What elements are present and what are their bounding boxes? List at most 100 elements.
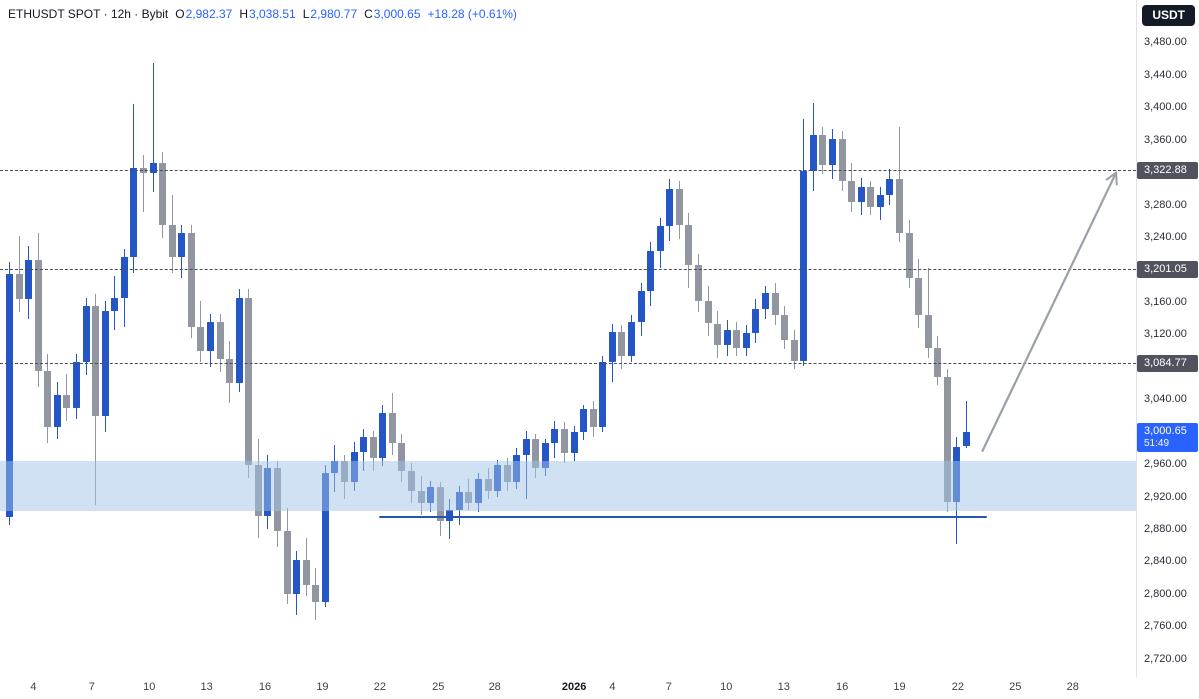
candle-body [101,310,109,416]
price-tick-label: 3,400.00 [1144,101,1187,114]
time-tick-label: 4 [609,681,616,693]
candle-body [197,326,205,352]
symbol-title[interactable]: ETHUSDT SPOT · 12h · Bybit [8,7,169,21]
time-tick-label: 25 [432,681,445,693]
candle-body [446,509,454,522]
price-tick-label: 3,480.00 [1144,36,1187,49]
price-tick-label: 2,800.00 [1144,587,1187,600]
candle-body [809,135,817,172]
candle-body [53,394,61,428]
candle-body [733,329,741,348]
currency-toggle-button[interactable]: USDT [1142,5,1195,26]
support-line[interactable] [379,516,987,519]
candle-body [388,412,396,444]
candle-body [742,333,750,348]
candle-body [72,362,80,408]
time-tick-label: 7 [665,681,672,693]
price-tick-label: 3,440.00 [1144,68,1187,81]
projection-arrow-line[interactable] [981,170,1118,453]
candle-body [905,232,913,279]
low-value: 2,980.77 [310,7,358,21]
price-level-badge: 3,322.88 [1137,161,1198,179]
candle-wick [142,154,144,212]
price-tick-label: 2,760.00 [1144,620,1187,633]
candle-body [206,321,214,352]
candle-body [637,291,645,322]
candle-body [924,315,932,348]
chart-pane[interactable] [0,0,1137,677]
candle-body [321,472,329,603]
price-change: +18.28 (+0.61%) [427,7,517,21]
price-tick-label: 2,960.00 [1144,458,1187,471]
chart-legend: ETHUSDT SPOT · 12h · Bybit O 2,982.37 H 3,… [8,7,517,21]
low-label: L [302,7,310,21]
candle-wick [966,400,967,448]
candle-body [44,370,52,428]
candle-body [666,188,674,227]
candle-body [187,232,195,327]
candle-body [934,347,942,377]
candle-body [149,162,157,173]
ohlc-open: O 2,982.37 [175,7,232,21]
price-tick-label: 3,280.00 [1144,198,1187,211]
candle-body [6,274,13,518]
candle-body [15,274,23,300]
high-value: 3,038.51 [249,7,296,21]
candle-body [752,308,760,334]
candle-body [886,179,894,196]
price-tick-label: 3,360.00 [1144,133,1187,146]
candle-body [139,167,147,173]
high-label: H [239,7,248,21]
price-tick-label: 3,120.00 [1144,328,1187,341]
candle-body [781,315,789,340]
candle-body [111,297,119,311]
candle-body [561,428,569,454]
close-label: C [364,7,373,21]
candle-body [168,224,176,257]
candle-body [647,250,655,292]
time-tick-label: 28 [488,681,501,693]
time-axis[interactable]: 4 7 10 13 16 19 22 25 28 2026 4 7 10 13 16 19 22 25 28 [0,677,1136,699]
candle-body [876,195,884,207]
candle-body [235,297,243,384]
candle-body [63,394,71,408]
candle-body [570,432,578,454]
candle-body [695,265,703,301]
time-tick-label: 25 [1009,681,1022,693]
candle-body [226,359,234,384]
candle-body [656,226,664,251]
candle-body [293,560,301,595]
candle-body [522,438,530,455]
price-level-line[interactable] [0,363,1136,365]
candle-body [369,437,377,459]
candle-wick [18,235,20,313]
candle-body [398,443,406,472]
candle-body [714,323,722,345]
price-level-badge: 3,201.05 [1137,260,1198,278]
candle-wick [927,268,929,358]
time-tick-label: 13 [777,681,790,693]
candle-body [120,257,128,298]
time-tick-label: 13 [200,681,213,693]
time-tick-label: 7 [88,681,95,693]
projection-arrow[interactable] [0,0,1136,677]
candle-body [771,292,779,316]
candle-body [915,278,923,316]
price-tick-label: 2,840.00 [1144,555,1187,568]
time-tick-label: 4 [30,681,37,693]
candle-body [963,431,970,447]
candle-body [159,162,167,225]
candle-body [92,305,100,416]
time-tick-label: 28 [1066,681,1079,693]
candle-body [790,339,798,361]
last-price-badge: 3,000.65 51:49 [1137,422,1198,452]
bar-countdown: 51:49 [1144,437,1170,449]
time-tick-label: 16 [835,681,849,693]
price-axis[interactable]: 3,480.00 3,440.00 3,400.00 3,360.00 3,280.00… [1137,0,1199,677]
candle-body [685,224,693,266]
price-level-line[interactable] [0,269,1136,271]
candle-body [302,560,310,585]
ohlc-close: C 3,000.65 [364,7,420,21]
price-level-line[interactable] [0,170,1136,172]
support-zone[interactable] [0,461,1136,511]
